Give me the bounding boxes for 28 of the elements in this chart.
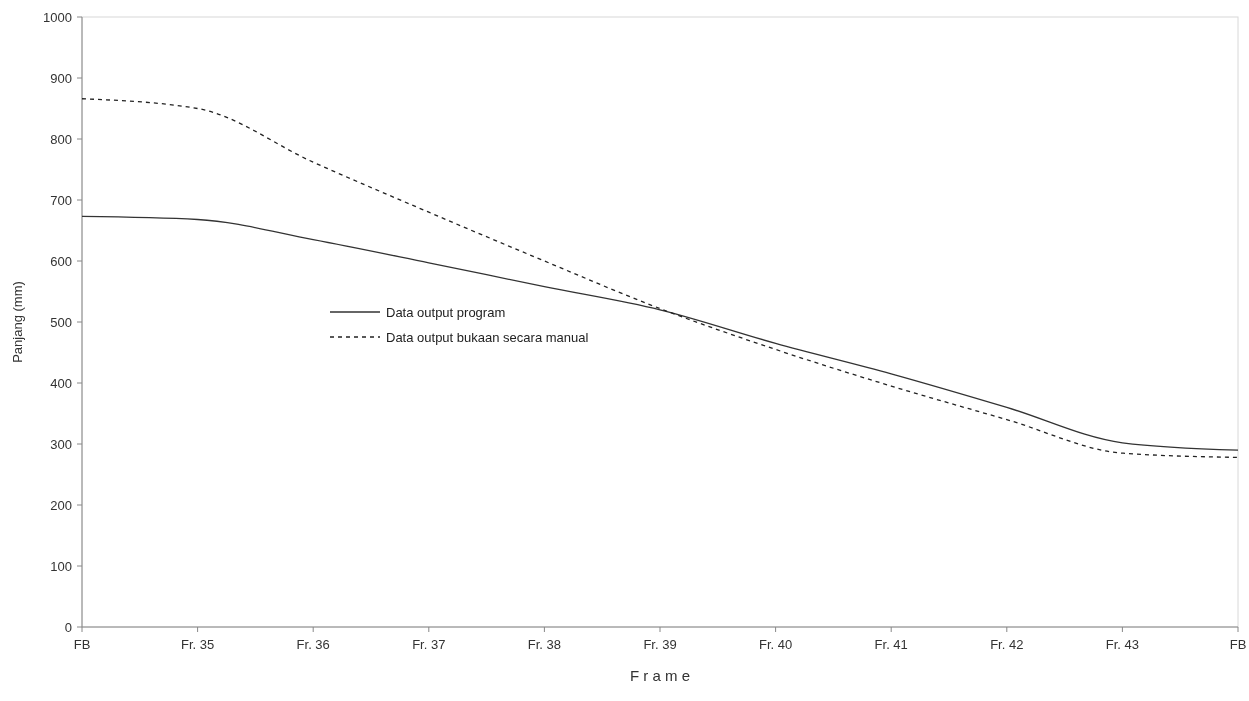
y-tick-label: 100 [50,558,72,574]
x-tick-label: Fr. 42 [990,637,1024,652]
legend-label: Data output program [386,304,506,320]
line-series [81,215,1239,451]
x-tick-label: Fr. 36 [296,637,330,652]
y-tick-label: 0 [64,619,72,635]
y-tick-label: 800 [50,131,72,147]
y-tick-label: 400 [50,375,72,391]
x-axis-title: F r a m e [629,667,691,684]
x-tick-label: Fr. 38 [527,637,562,652]
x-tick-label: Fr. 35 [180,637,215,652]
y-tick-label: 200 [50,497,72,513]
y-tick-label: 1000 [43,9,72,25]
x-tick-label: Fr. 43 [1105,637,1140,652]
y-axis-title: Panjang (mm) [10,281,25,363]
x-tick-label: FB [73,637,91,652]
x-tick-label: Fr. 39 [643,637,677,652]
y-tick-label: 700 [50,192,72,208]
x-tick-label: Fr. 40 [758,637,793,652]
y-tick-label: 600 [50,253,72,269]
line-series [81,98,1239,459]
y-tick-label: 900 [50,70,72,86]
y-tick-label: 500 [50,314,72,330]
x-tick-label: FB [1229,637,1247,652]
y-tick-label: 300 [50,436,72,452]
x-tick-label: Fr. 37 [412,637,446,652]
legend-label: Data output bukaan secara manual [386,329,589,345]
x-tick-label: Fr. 41 [874,637,908,652]
